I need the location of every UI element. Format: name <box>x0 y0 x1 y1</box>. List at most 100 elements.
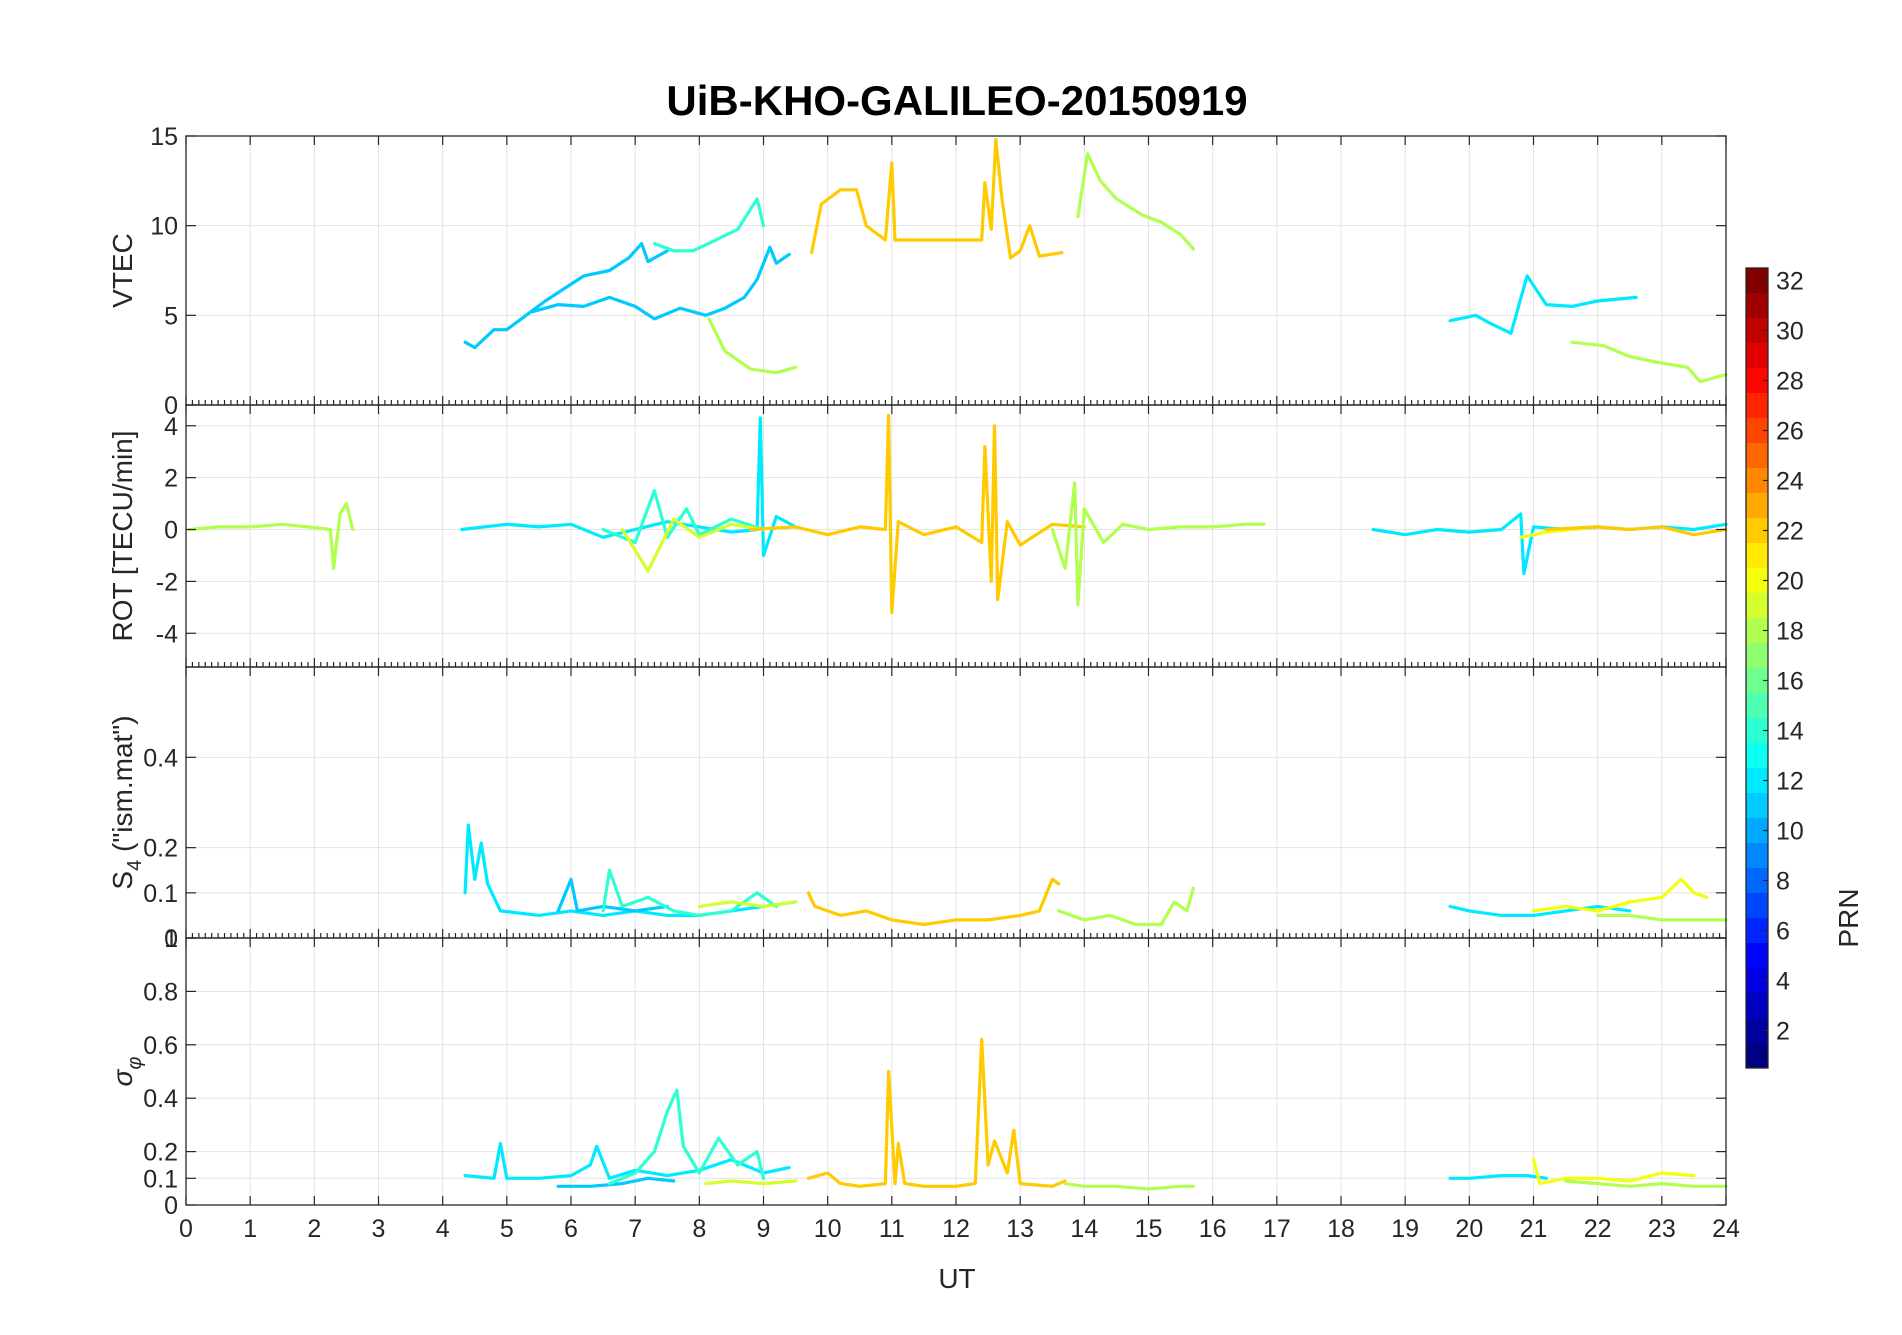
series-line-prn-12 <box>1448 274 1638 335</box>
series-line-prn-18 <box>1570 340 1728 384</box>
colorbar-tick-label: 14 <box>1776 718 1804 746</box>
colorbar-segment <box>1746 368 1768 394</box>
y-tick-label: 0 <box>164 517 178 545</box>
series-line-prn-18 <box>1563 1179 1728 1188</box>
colorbar-tick-label: 30 <box>1776 318 1804 346</box>
x-tick-label: 0 <box>179 1215 193 1243</box>
y-tick-label: 1 <box>164 925 178 953</box>
series-line-prn-22 <box>806 877 1061 927</box>
x-tick-label: 20 <box>1455 1215 1483 1243</box>
series-line-prn-20 <box>1531 877 1709 913</box>
series-line-prn-14 <box>601 868 778 918</box>
x-tick-label: 24 <box>1712 1215 1740 1243</box>
x-tick-label: 3 <box>372 1215 386 1243</box>
colorbar-segment <box>1746 518 1768 544</box>
series-line-prn-18 <box>1057 886 1196 927</box>
y-tick-label: 0.4 <box>143 744 178 772</box>
x-tick-label: 12 <box>942 1215 970 1243</box>
colorbar-segment <box>1746 543 1768 569</box>
x-tick-label: 18 <box>1327 1215 1355 1243</box>
y-tick-label: 0 <box>164 392 178 420</box>
x-tick-label: 9 <box>757 1215 771 1243</box>
colorbar-tick-label: 28 <box>1776 368 1804 396</box>
colorbar-tick-label: 6 <box>1776 918 1790 946</box>
colorbar-tick-label: 18 <box>1776 618 1804 646</box>
x-tick-label: 4 <box>436 1215 450 1243</box>
series-line-prn-11 <box>463 242 669 350</box>
panel-vtec: 0 5 10 15 VTEC <box>107 123 1728 420</box>
colorbar-segment <box>1746 418 1768 444</box>
colorbar-tick-label: 26 <box>1776 418 1804 446</box>
colorbar-segment <box>1746 818 1768 844</box>
series-line-prn-22 <box>809 138 1064 260</box>
y-tick-label: 0.8 <box>143 978 178 1006</box>
y-tick-label: 0.4 <box>143 1085 178 1113</box>
panel-s4: 00.10.20.4S4 ("ism.mat") <box>107 666 1728 953</box>
x-tick-label: 16 <box>1199 1215 1227 1243</box>
y-axis-label-rot: ROT [TECU/min] <box>107 430 138 641</box>
y-tick-label: 0.1 <box>143 1165 178 1193</box>
y-label-rest: ("ism.mat") <box>107 715 138 859</box>
series-line-prn-22 <box>1544 525 1728 537</box>
x-ticks <box>185 938 1727 1205</box>
y-tick-label: 0 <box>164 925 178 953</box>
colorbar-segment <box>1746 268 1768 294</box>
y-tick-label: 0.2 <box>143 1139 178 1167</box>
y-axis-rot: -4 -2 0 2 4 <box>156 413 1726 648</box>
series-line-prn-14 <box>607 1088 766 1186</box>
y-tick-label: 5 <box>164 302 178 330</box>
series-line-prn-18 <box>1076 152 1196 251</box>
series-line-prn-12 <box>463 1141 791 1180</box>
y-tick-label: -4 <box>156 620 178 648</box>
y-tick-label: 10 <box>150 213 178 241</box>
x-tick-label: 8 <box>692 1215 706 1243</box>
colorbar-segment <box>1746 1018 1768 1044</box>
x-tick-label: 7 <box>628 1215 642 1243</box>
colorbar-segment <box>1746 768 1768 794</box>
series-group <box>463 1037 1728 1191</box>
series-line-prn-20 <box>1531 1157 1696 1186</box>
colorbar-segment <box>1746 393 1768 419</box>
x-tick-label: 22 <box>1584 1215 1612 1243</box>
y-label-main: S <box>107 871 138 890</box>
colorbar-segment <box>1746 668 1768 694</box>
x-tick-label: 6 <box>564 1215 578 1243</box>
series-line-prn-12 <box>1448 904 1632 918</box>
x-ticks <box>185 136 1727 405</box>
colorbar-segment <box>1746 593 1768 619</box>
colorbar-tick-label: 10 <box>1776 818 1804 846</box>
x-tick-label: 13 <box>1006 1215 1034 1243</box>
x-tick-label: 23 <box>1648 1215 1676 1243</box>
colorbar-segment <box>1746 693 1768 719</box>
series-group <box>463 823 1728 927</box>
colorbar-tick-label: 16 <box>1776 668 1804 696</box>
series-line-prn-18 <box>1063 1181 1196 1191</box>
colorbar-segment <box>1746 568 1768 594</box>
series-line-prn-19 <box>704 1179 798 1186</box>
series-group <box>187 413 1728 615</box>
colorbar-segment <box>1746 793 1768 819</box>
y-tick-label: -2 <box>156 568 178 596</box>
colorbar-segment <box>1746 343 1768 369</box>
series-line-prn-19 <box>620 517 766 573</box>
y-tick-label: 0 <box>164 1192 178 1220</box>
colorbar-segment <box>1746 893 1768 919</box>
colorbar-segment <box>1746 643 1768 669</box>
series-line-prn-12 <box>460 416 798 558</box>
series-line-prn-14 <box>652 197 766 253</box>
colorbar-segment <box>1746 868 1768 894</box>
y-axis-vtec: 0 5 10 15 <box>150 123 1726 420</box>
x-tick-label: 19 <box>1391 1215 1419 1243</box>
colorbar-tick-label: 12 <box>1776 768 1804 796</box>
x-ticks <box>185 667 1727 938</box>
series-group <box>463 138 1728 384</box>
y-axis-label-vtec: VTEC <box>107 233 138 308</box>
colorbar-tick-label: 24 <box>1776 468 1804 496</box>
colorbar-tick-label: 32 <box>1776 268 1804 296</box>
colorbar-segment <box>1746 843 1768 869</box>
colorbar-tick-label: 8 <box>1776 868 1790 896</box>
series-line-prn-22 <box>806 1037 1067 1188</box>
